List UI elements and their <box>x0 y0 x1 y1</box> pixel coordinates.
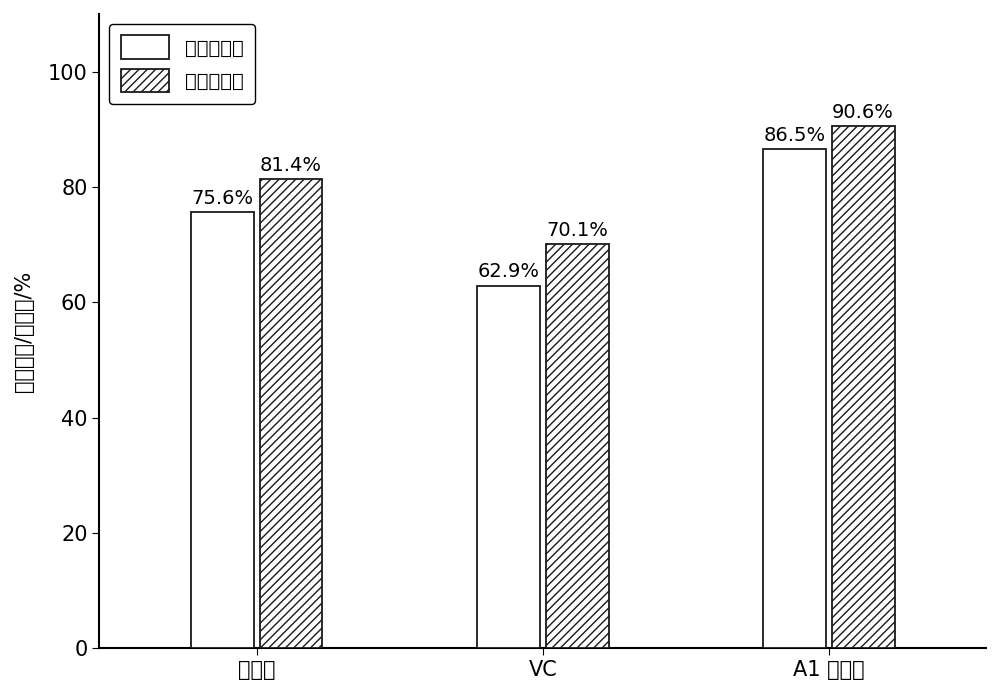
Bar <box>477 285 540 648</box>
Bar <box>832 126 895 648</box>
Bar <box>763 149 826 648</box>
Bar <box>260 179 322 648</box>
Text: 62.9%: 62.9% <box>477 262 539 282</box>
Bar <box>191 212 254 648</box>
Legend: 容量剩余率, 容量恢复率: 容量剩余率, 容量恢复率 <box>109 24 255 104</box>
Text: 81.4%: 81.4% <box>260 155 322 175</box>
Text: 86.5%: 86.5% <box>763 126 826 145</box>
Text: 70.1%: 70.1% <box>546 221 608 240</box>
Text: 75.6%: 75.6% <box>191 189 253 208</box>
Bar <box>546 244 609 648</box>
Text: 90.6%: 90.6% <box>832 103 894 121</box>
Y-axis label: 容量剩余/恢复率/%: 容量剩余/恢复率/% <box>14 271 34 391</box>
